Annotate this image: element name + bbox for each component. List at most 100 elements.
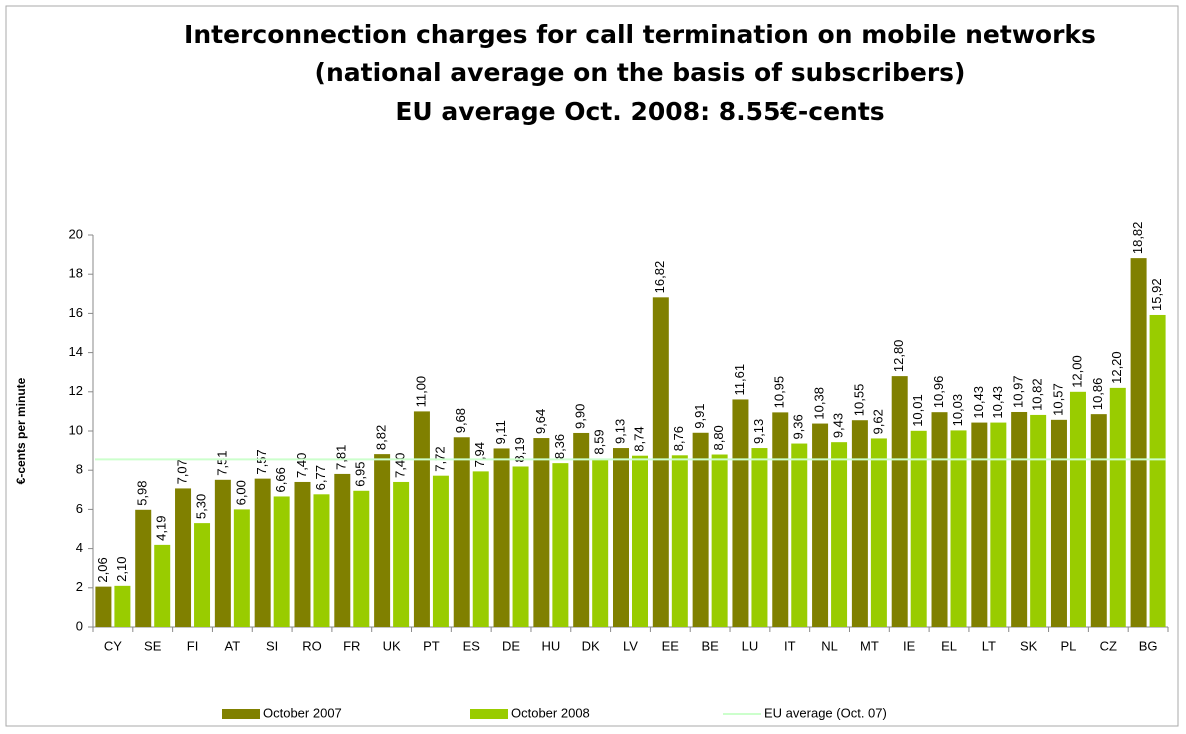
data-label: 7,81 bbox=[334, 445, 349, 470]
data-label: 12,00 bbox=[1069, 355, 1084, 388]
bar bbox=[294, 481, 311, 627]
y-tick-label: 20 bbox=[69, 226, 83, 241]
x-tick-label: LU bbox=[742, 638, 759, 653]
data-label: 8,76 bbox=[671, 426, 686, 451]
x-tick-label: EL bbox=[941, 638, 957, 653]
legend-label: October 2007 bbox=[263, 705, 342, 720]
x-tick-label: PL bbox=[1061, 638, 1077, 653]
bar bbox=[374, 454, 391, 627]
data-label: 8,74 bbox=[631, 426, 646, 451]
data-label: 9,43 bbox=[831, 413, 846, 438]
bar bbox=[971, 422, 988, 627]
legend-swatch bbox=[222, 709, 260, 719]
bar bbox=[453, 437, 470, 627]
data-label: 16,82 bbox=[652, 261, 667, 294]
bar bbox=[512, 466, 529, 627]
x-tick-label: AT bbox=[225, 638, 241, 653]
data-label: 10,97 bbox=[1011, 375, 1026, 408]
data-label: 8,80 bbox=[711, 425, 726, 450]
data-label: 9,62 bbox=[870, 409, 885, 434]
bar bbox=[273, 496, 290, 627]
data-label: 9,13 bbox=[751, 419, 766, 444]
bar bbox=[1109, 387, 1126, 627]
x-tick-label: UK bbox=[383, 638, 401, 653]
bar bbox=[1130, 258, 1147, 627]
x-tick-label: FR bbox=[343, 638, 360, 653]
data-label: 6,66 bbox=[273, 467, 288, 492]
bar bbox=[931, 412, 948, 627]
data-label: 9,91 bbox=[692, 403, 707, 428]
data-label: 18,82 bbox=[1130, 222, 1145, 255]
bar bbox=[154, 544, 171, 627]
data-label: 8,19 bbox=[512, 437, 527, 462]
bar bbox=[791, 443, 808, 627]
x-tick-label: IE bbox=[903, 638, 916, 653]
x-tick-label: FI bbox=[187, 638, 199, 653]
x-tick-label: NL bbox=[821, 638, 838, 653]
bar bbox=[552, 463, 569, 627]
data-label: 7,40 bbox=[393, 453, 408, 478]
bar bbox=[413, 411, 430, 627]
data-label: 10,82 bbox=[1030, 378, 1045, 411]
data-label: 8,59 bbox=[592, 429, 607, 454]
data-label: 12,20 bbox=[1109, 351, 1124, 384]
bar bbox=[353, 490, 370, 627]
data-label: 10,03 bbox=[950, 394, 965, 427]
y-tick-label: 0 bbox=[76, 618, 83, 633]
data-label: 10,01 bbox=[910, 394, 925, 427]
data-label: 10,43 bbox=[990, 386, 1005, 419]
data-label: 10,95 bbox=[772, 376, 787, 409]
bar bbox=[533, 438, 550, 627]
data-label: 2,10 bbox=[114, 557, 129, 582]
x-tick-label: SE bbox=[144, 638, 162, 653]
data-label: 6,77 bbox=[313, 465, 328, 490]
bar bbox=[1149, 314, 1166, 627]
bar bbox=[1030, 414, 1047, 627]
data-label: 15,92 bbox=[1149, 278, 1164, 311]
bar bbox=[233, 509, 250, 627]
bar bbox=[751, 448, 768, 627]
bar bbox=[114, 585, 131, 627]
data-label: 4,19 bbox=[154, 516, 169, 541]
bar bbox=[613, 448, 629, 627]
x-tick-label: RO bbox=[302, 638, 322, 653]
legend-label: EU average (Oct. 07) bbox=[764, 705, 887, 720]
y-tick-label: 8 bbox=[76, 462, 83, 477]
x-tick-label: BG bbox=[1139, 638, 1158, 653]
bar bbox=[671, 455, 688, 627]
bar bbox=[592, 458, 609, 627]
data-label: 7,40 bbox=[294, 453, 309, 478]
bar bbox=[393, 481, 410, 627]
data-label: 9,36 bbox=[791, 414, 806, 439]
bar bbox=[95, 586, 112, 627]
data-label: 10,55 bbox=[851, 384, 866, 417]
bar bbox=[950, 430, 967, 627]
bar bbox=[254, 478, 271, 627]
data-label: 11,00 bbox=[413, 376, 428, 408]
bar bbox=[851, 420, 868, 627]
data-label: 11,61 bbox=[732, 364, 747, 396]
bar bbox=[692, 432, 709, 627]
data-label: 9,64 bbox=[533, 409, 548, 434]
data-label: 9,68 bbox=[453, 408, 468, 433]
bar bbox=[472, 471, 489, 627]
bar bbox=[891, 376, 908, 627]
y-tick-label: 2 bbox=[76, 579, 83, 594]
data-label: 5,30 bbox=[193, 494, 208, 519]
y-tick-label: 14 bbox=[69, 344, 83, 359]
y-tick-label: 10 bbox=[69, 422, 83, 437]
bar bbox=[910, 430, 927, 627]
bar bbox=[194, 523, 211, 627]
data-label: 7,07 bbox=[174, 459, 189, 484]
bar bbox=[1011, 411, 1028, 627]
x-tick-label: DK bbox=[582, 638, 600, 653]
data-label: 10,57 bbox=[1050, 383, 1065, 416]
data-label: 9,13 bbox=[612, 419, 627, 444]
data-label: 2,06 bbox=[95, 557, 110, 582]
data-label: 10,96 bbox=[931, 376, 946, 409]
bar bbox=[632, 455, 648, 627]
bar bbox=[772, 412, 789, 627]
data-label: 5,98 bbox=[135, 480, 150, 505]
bar bbox=[1090, 414, 1107, 627]
bar bbox=[711, 454, 728, 627]
